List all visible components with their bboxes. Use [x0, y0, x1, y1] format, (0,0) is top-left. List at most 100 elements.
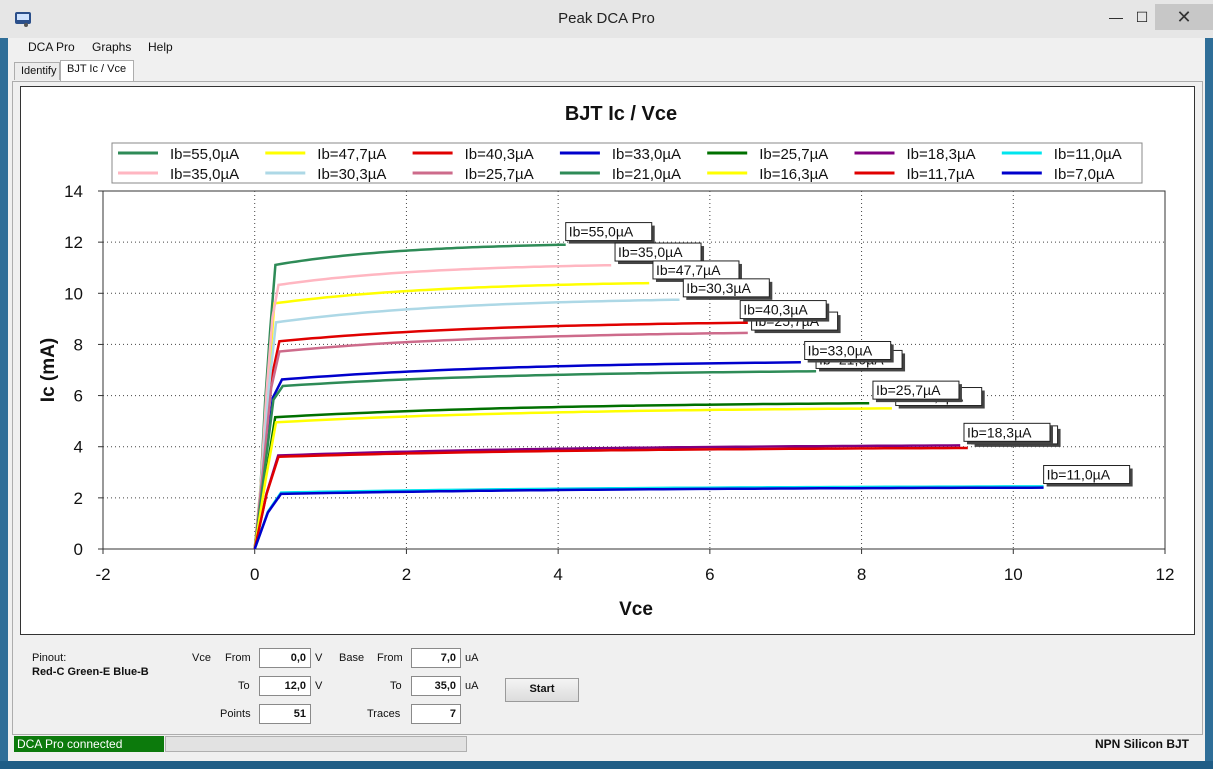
data-series-line: [253, 243, 566, 550]
menu-graphs[interactable]: Graphs: [92, 40, 132, 54]
chart-title: BJT Ic / Vce: [565, 103, 677, 125]
data-series-line: [253, 401, 870, 550]
data-series-line: [253, 321, 748, 550]
progress-bar: [165, 736, 467, 752]
client-area: DCA Pro Graphs Help Identify BJT Ic / Vc…: [8, 38, 1205, 761]
vce-label: Vce: [192, 652, 211, 664]
pinout-label: Pinout:: [32, 652, 67, 664]
connection-status: DCA Pro connected: [14, 736, 164, 752]
base-label: Base: [339, 652, 365, 664]
annotation-label: Ib=47,7µA: [656, 262, 721, 278]
legend-label: Ib=7,0µA: [1054, 166, 1115, 183]
legend-label: Ib=47,7µA: [317, 146, 386, 163]
y-tick-label: 8: [74, 335, 83, 354]
annotation-box: [1043, 465, 1131, 485]
annotation-label: Ib=11,0µA: [1047, 467, 1111, 483]
annotation-label: Ib=30,3µA: [686, 280, 751, 296]
x-tick-label: 6: [705, 565, 714, 584]
x-tick-label: 8: [857, 565, 866, 584]
pinout-value: Red-C Green-E Blue-B: [32, 666, 149, 678]
base-from-label: From: [377, 652, 403, 664]
x-tick-label: 0: [250, 565, 259, 584]
x-tick-label: 10: [1004, 565, 1023, 584]
data-series-line: [253, 263, 612, 550]
menu-dca-pro[interactable]: DCA Pro: [28, 40, 75, 54]
annotation-label: Ib=40,3µA: [743, 302, 808, 318]
vce-from-unit: V: [315, 652, 323, 664]
chart-panel: BJT Ic / Vce Ib=55,0µA Ib=47,7µA Ib=40,3µA I…: [20, 86, 1195, 635]
legend-label: Ib=16,3µA: [759, 166, 828, 183]
annotation-box: [682, 278, 770, 298]
minimize-button[interactable]: —: [1109, 9, 1123, 25]
legend-label: Ib=25,7µA: [759, 146, 828, 163]
points-label: Points: [220, 708, 251, 720]
annotation-label: Ib=33,0µA: [808, 342, 873, 358]
base-to-field[interactable]: 35,0: [411, 676, 461, 696]
traces-label: Traces: [367, 708, 401, 720]
base-from-field[interactable]: 7,0: [411, 648, 461, 668]
vce-to-label: To: [238, 680, 250, 692]
x-tick-label: 2: [402, 565, 411, 584]
annotation-box: [739, 300, 827, 320]
app-icon: [15, 12, 31, 27]
desktop-strip: [0, 761, 1213, 769]
y-tick-label: 10: [64, 284, 83, 303]
vce-to-unit: V: [315, 680, 323, 692]
vce-from-field[interactable]: 0,0: [259, 648, 311, 668]
tab-bjt-ic-vce[interactable]: BJT Ic / Vce: [60, 60, 134, 82]
legend-label: Ib=18,3µA: [907, 146, 976, 163]
annotation-label: Ib=18,3µA: [967, 424, 1032, 440]
data-series-line: [253, 361, 801, 550]
base-to-unit: uA: [465, 680, 479, 692]
legend-label: Ib=55,0µA: [170, 146, 239, 163]
y-tick-label: 6: [74, 387, 83, 406]
data-series-line: [253, 446, 968, 550]
menu-help[interactable]: Help: [148, 40, 173, 54]
data-series-line: [253, 370, 817, 550]
vce-to-field[interactable]: 12,0: [259, 676, 311, 696]
start-button[interactable]: Start: [505, 678, 579, 702]
title-bar: Peak DCA Pro — ☐ ✕: [0, 0, 1213, 38]
y-tick-label: 0: [74, 540, 83, 559]
status-bar: DCA Pro connected NPN Silicon BJT: [8, 734, 1205, 756]
legend-label: Ib=33,0µA: [612, 146, 681, 163]
ic-vce-chart: BJT Ic / Vce Ib=55,0µA Ib=47,7µA Ib=40,3µA I…: [38, 103, 1175, 620]
x-axis-label: Vce: [619, 599, 653, 620]
x-tick-label: 12: [1156, 565, 1175, 584]
tab-identify[interactable]: Identify: [14, 62, 60, 80]
points-field[interactable]: 51: [259, 704, 311, 724]
annotation-box: [963, 422, 1051, 442]
data-series-line: [253, 486, 1044, 550]
close-button[interactable]: ✕: [1155, 4, 1213, 30]
legend-label: Ib=11,7µA: [907, 166, 975, 183]
annotation-box: [804, 340, 892, 360]
window-title: Peak DCA Pro: [558, 10, 655, 27]
tab-page: BJT Ic / Vce Ib=55,0µA Ib=47,7µA Ib=40,3µA I…: [12, 81, 1203, 735]
legend-label: Ib=35,0µA: [170, 166, 239, 183]
x-tick-label: -2: [95, 565, 110, 584]
traces-field[interactable]: 7: [411, 704, 461, 724]
legend-label: Ib=21,0µA: [612, 166, 681, 183]
annotation-label: Ib=25,7µA: [876, 382, 941, 398]
data-series-line: [253, 281, 650, 550]
maximize-button[interactable]: ☐: [1135, 8, 1149, 25]
legend-label: Ib=40,3µA: [465, 146, 534, 163]
x-tick-label: 4: [553, 565, 562, 584]
base-from-unit: uA: [465, 652, 479, 664]
vce-from-label: From: [225, 652, 251, 664]
data-series-line: [253, 298, 680, 550]
y-tick-label: 2: [74, 489, 83, 508]
legend-label: Ib=30,3µA: [317, 166, 386, 183]
data-series-line: [253, 331, 748, 550]
data-series-line: [253, 407, 892, 550]
base-to-label: To: [390, 680, 402, 692]
device-type-status: NPN Silicon BJT: [1094, 737, 1189, 751]
y-axis-label: Ic (mA): [38, 338, 59, 402]
legend-label: Ib=25,7µA: [465, 166, 534, 183]
y-tick-label: 4: [74, 438, 83, 457]
legend-label: Ib=11,0µA: [1054, 146, 1122, 163]
y-tick-label: 12: [64, 233, 83, 252]
annotation-box: [565, 222, 653, 242]
y-tick-label: 14: [64, 182, 83, 201]
